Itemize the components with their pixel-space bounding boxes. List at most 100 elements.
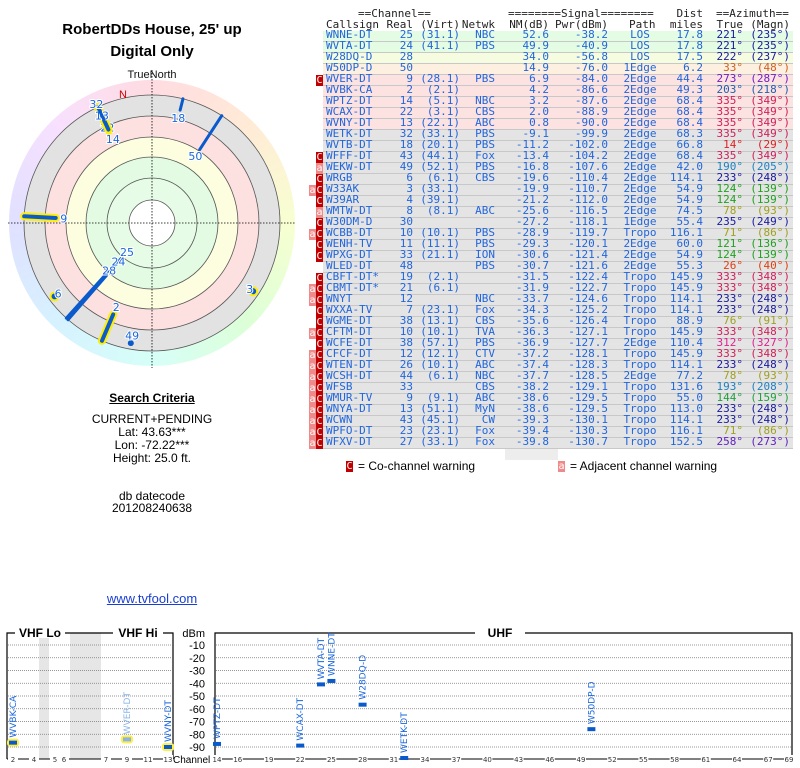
station-row[interactable]: WFSB 33 CBS -38.2 -129.1 Tropo 131.6 193° (208°)	[323, 381, 793, 394]
station-signal-mark: WVNY-DT	[162, 700, 174, 751]
cell-path: LOS	[630, 39, 650, 52]
adjacent-channel-warning-icon: a	[309, 284, 316, 295]
station-row[interactable]: CFCF-DT 12 (12.1) CTV -37.2 -128.1 Tropo 145.9 3…	[323, 348, 793, 361]
cell-nm: -35.6	[515, 314, 549, 327]
station-signal-mark: WVTA-DT	[317, 637, 327, 687]
station-row[interactable]: W28DQ-D 28 34.0 -56.8 LOS 17.5 222° (237°)	[323, 50, 793, 64]
station-row[interactable]: WETK-DT 32 (33.1) PBS -9.1 -99.9 2Edge 68.3 335°…	[323, 127, 793, 141]
station-row[interactable]: WNNE-DT 25 (31.1) NBC 52.6 -38.2 LOS 17.8 221° (2…	[323, 29, 793, 42]
station-row[interactable]: WTEN-DT 26 (10.1) ABC -37.4 -128.3 Tropo 114.1 2…	[323, 358, 793, 372]
station-row[interactable]: WEKW-DT 49 (52.1) PBS -16.8 -107.6 2Edge 42.0 19…	[323, 161, 793, 174]
cell-net: PBS	[475, 259, 495, 272]
station-row[interactable]: WVNY-DT 13 (22.1) ABC 0.8 -90.0 2Edge 68.4 335° (…	[323, 116, 793, 130]
station-row[interactable]: WENH-TV 11 (11.1) PBS -29.3 -120.1 2Edge 60.0 12…	[323, 238, 793, 251]
tvfool-link[interactable]: www.tvfool.com	[106, 591, 198, 606]
co-channel-warning-icon: C	[316, 438, 323, 449]
search-criteria-heading: Search Criteria	[109, 391, 195, 405]
station-row[interactable]: WFFF-DT 43 (44.1) Fox -13.4 -104.2 2Edge 68.4 33…	[323, 150, 793, 163]
cell-path: Tropo	[623, 358, 657, 371]
station-direction-mark: 18	[170, 97, 186, 126]
station-row[interactable]: WCAX-DT 22 (3.1) CBS 2.0 -88.9 2Edge 68.4 335° (3…	[323, 105, 793, 119]
cell-real: 9	[406, 391, 413, 404]
cell-dist: 116.1	[669, 226, 703, 239]
station-row[interactable]: WMTW-DT 8 (8.1) ABC -25.6 -116.5 2Edge 74.5 78° (…	[323, 204, 793, 218]
cell-path: LOS	[630, 50, 650, 63]
station-row[interactable]: WVTB-DT 18 (20.1) PBS -11.2 -102.0 2Edge 66.8 14…	[323, 138, 793, 152]
station-row[interactable]: WFXV-DT 27 (33.1) Fox -39.8 -130.7 Tropo 152.5 2…	[323, 436, 793, 449]
channel-tick-label: 64	[733, 756, 742, 764]
station-row[interactable]: CFTM-DT 10 (10.1) TVA -36.3 -127.1 Tropo 145.9 3…	[323, 325, 793, 339]
station-row[interactable]: WVBK-CA 2 (2.1) 4.2 -86.6 2Edge 49.3 203° (218°)	[323, 83, 793, 97]
cell-virt: (2.1)	[426, 270, 460, 283]
station-row[interactable]: W33AK 3 (33.1) -19.9 -110.7 2Edge 54.9 124° (139…	[323, 182, 793, 196]
station-row[interactable]: WCWN 43 (45.1) CW -39.3 -130.1 Tropo 114.1 233° (…	[323, 413, 793, 427]
cell-net: Fox	[475, 424, 495, 437]
tick-bg	[420, 755, 430, 763]
cell-virt: (2.1)	[426, 83, 460, 96]
station-row[interactable]: W30DM-D 30 -27.2 -118.1 1Edge 55.4 235° (249°)	[323, 216, 793, 229]
station-row[interactable]: WNYT 12 NBC -33.7 -124.6 Tropo 114.1 233° (248°)	[323, 293, 793, 306]
cell-path: Tropo	[623, 402, 657, 415]
cell-call: WMTW-DT	[326, 204, 373, 217]
cell-magn: (248°)	[750, 303, 790, 316]
cell-virt: (6.1)	[426, 171, 460, 184]
station-row[interactable]: WCSH-DT 44 (6.1) NBC -37.7 -128.5 2Edge 77.2 78°…	[323, 369, 793, 383]
cell-real: 13	[399, 116, 413, 129]
adjacent-channel-warning-icon: a	[309, 361, 316, 372]
station-row[interactable]: WNYA-DT 13 (51.1) MyN -38.6 -129.5 Tropo 113.0 2…	[323, 402, 793, 416]
station-direction-mark: 6	[49, 287, 63, 302]
channel-label: 14	[106, 133, 120, 146]
cell-pwr: -127.7	[568, 336, 608, 349]
cell-real: 43	[399, 413, 413, 426]
y-tick-label: -20	[189, 653, 205, 665]
station-dot	[250, 288, 257, 295]
station-row[interactable]: WPTZ-DT 14 (5.1) NBC 3.2 -87.6 2Edge 68.4 335° (3…	[323, 94, 793, 108]
cell-nm: -37.4	[515, 358, 549, 371]
cell-net: NBC	[475, 369, 495, 382]
station-row[interactable]: WMUR-TV 9 (9.1) ABC -38.6 -129.5 Tropo 55.0 144°…	[323, 391, 793, 405]
cell-magn: (29°)	[756, 138, 790, 151]
cell-magn: (48°)	[756, 61, 790, 74]
station-row[interactable]: WVER-DT 9 (28.1) PBS 6.9 -84.0 2Edge 44.4 273° (2…	[323, 73, 793, 86]
station-row[interactable]: WXXA-TV 7 (23.1) Fox -34.3 -125.2 Tropo 114.1 23…	[323, 303, 793, 317]
cell-net: MyN	[475, 402, 495, 415]
station-row[interactable]: W50DP-D 50 14.9 -76.0 1Edge 6.2 33° (48°)	[323, 61, 793, 75]
cell-real: 10	[399, 325, 413, 338]
adjacent-channel-warning-icon: a	[309, 383, 316, 394]
station-row[interactable]: WPXG-DT 33 (21.1) ION -30.6 -121.4 2Edge 54.9 12…	[323, 249, 793, 262]
cell-real: 23	[399, 424, 413, 437]
station-row[interactable]: WLED-DT 48 PBS -30.7 -121.6 2Edge 55.3 26° (40°)	[323, 259, 793, 273]
station-row[interactable]: WPFO-DT 23 (23.1) Fox -39.4 -130.3 Tropo 116.1 7…	[323, 424, 793, 438]
station-row[interactable]: WCBB-DT 10 (10.1) PBS -28.9 -119.7 Tropo 116.1 7…	[323, 226, 793, 240]
cell-path: Tropo	[623, 325, 657, 338]
station-row[interactable]: WVTA-DT 24 (41.1) PBS 49.9 -40.9 LOS 17.8 221° (2…	[323, 39, 793, 53]
co-channel-warning-icon: C	[316, 372, 323, 383]
cell-magn: (349°)	[750, 127, 790, 140]
station-row[interactable]: WCFE-DT 38 (57.1) PBS -36.9 -127.7 2Edge 110.4 3…	[323, 336, 793, 350]
co-channel-warning-icon: C	[316, 306, 323, 317]
co-channel-warning-icon: C	[316, 339, 323, 350]
cell-virt: (10.1)	[420, 226, 460, 239]
channel-label: 49	[125, 330, 139, 343]
station-row[interactable]: CBMT-DT* 21 (6.1) -31.9 -122.7 Tropo 145.9 333°…	[323, 282, 793, 295]
cell-pwr: -76.0	[574, 61, 608, 74]
cell-true: 124°	[716, 182, 744, 195]
cell-nm: -19.6	[515, 171, 549, 184]
cell-true: 124°	[716, 193, 744, 206]
tick-bg	[29, 755, 39, 763]
cell-net: CBS	[475, 105, 495, 118]
cell-pwr: -88.9	[574, 105, 608, 118]
uhf-title-bg	[475, 626, 525, 638]
channel-tick-label: 6	[62, 756, 67, 764]
channel-tick-label: 43	[514, 756, 523, 764]
station-row[interactable]: WRGB 6 (6.1) CBS -19.6 -110.4 2Edge 114.1 233° (2…	[323, 171, 793, 185]
station-row[interactable]: W39AR 4 (39.1) -21.2 -112.0 2Edge 54.9 124° (139…	[323, 193, 793, 207]
y-tick-label: -10	[189, 640, 205, 652]
station-row[interactable]: WGME-DT 38 (13.1) CBS -35.6 -126.4 Tropo 88.9 76…	[323, 314, 793, 328]
cell-dist: 114.1	[669, 413, 703, 426]
station-row[interactable]: CBFT-DT* 19 (2.1) -31.5 -122.4 Tropo 145.9 333°…	[323, 270, 793, 284]
station-signal-mark: W50DP-D	[587, 681, 597, 732]
cell-path: 2Edge	[623, 127, 657, 140]
channel-tick-label: 14	[213, 756, 222, 764]
cell-pwr: -87.6	[574, 94, 608, 107]
